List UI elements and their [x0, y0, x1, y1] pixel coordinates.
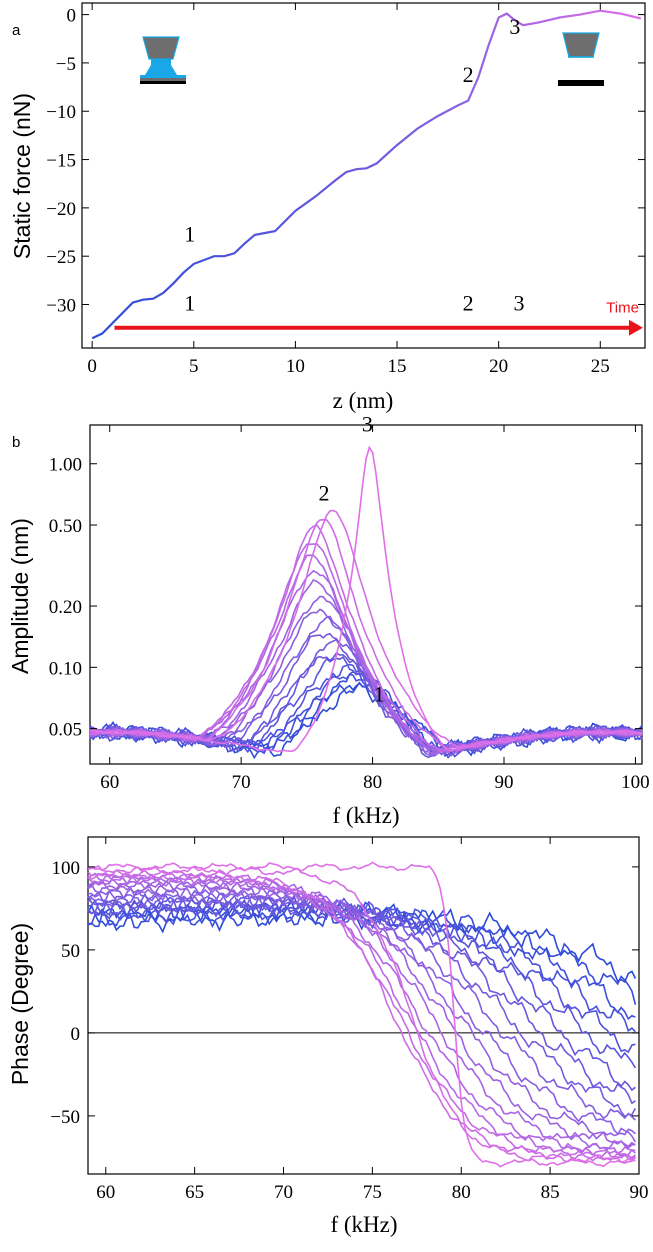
amplitude-series — [89, 509, 643, 749]
amplitude-curves — [89, 445, 643, 760]
force-curve — [91, 9, 642, 340]
y-tick-label: −15 — [46, 151, 76, 172]
y-tick-label: 1.00 — [49, 455, 82, 476]
panel-a-frame — [81, 2, 646, 349]
x-tick-label: 5 — [189, 356, 199, 377]
panel-a-letter: a — [12, 22, 21, 39]
x-tick-label: 100 — [621, 772, 650, 793]
y-tick-label: −10 — [46, 102, 76, 123]
phase-series — [87, 876, 636, 1149]
phase-series — [87, 892, 636, 1092]
phase-series — [87, 896, 637, 1069]
y-tick-label: −5 — [56, 54, 76, 75]
x-tick-label: 0 — [87, 356, 97, 377]
x-tick-label: 80 — [363, 772, 382, 793]
panel-b-annotations: 1 2 3 — [318, 412, 384, 707]
x-tick-label: 15 — [388, 356, 407, 377]
phase-series — [87, 872, 636, 1157]
y-tick-label: 0 — [71, 1024, 81, 1045]
x-tick-label: 90 — [630, 1182, 649, 1203]
x-tick-label: 60 — [100, 772, 119, 793]
panel-c-frame — [87, 836, 640, 1175]
time-marker: 2 — [463, 290, 474, 315]
panel-c-ylabel: Phase (Degree) — [7, 923, 33, 1085]
panel-a-annotations: 1 2 3 — [184, 14, 520, 247]
y-tick-label: −50 — [50, 1107, 80, 1128]
y-tick-label: 0.50 — [49, 516, 82, 537]
panel-b-frame — [89, 424, 643, 765]
curve-marker: 3 — [509, 14, 520, 39]
panel-b-letter: b — [12, 434, 20, 451]
phase-series — [87, 865, 636, 1164]
panel-a-ticks: 0 5 10 15 20 25 0 −5 −10 −15 −20 −25 −30 — [46, 3, 645, 377]
amplitude-series — [89, 543, 643, 754]
phase-curves — [87, 861, 637, 1168]
panel-c-ticks: 60 65 70 75 80 85 90 100 50 0 −50 — [50, 837, 649, 1203]
phase-series — [87, 861, 636, 1168]
amplitude-series — [89, 524, 643, 753]
x-tick-label: 25 — [591, 356, 610, 377]
inset-tip-above-surface — [558, 32, 604, 86]
x-tick-label: 70 — [274, 1182, 293, 1203]
y-tick-label: −20 — [46, 199, 76, 220]
x-tick-label: 90 — [495, 772, 514, 793]
time-arrow: Time 1 2 3 — [114, 290, 643, 336]
curve-marker: 3 — [362, 412, 373, 437]
panel-b: b 60 70 80 90 100 0.05 0.10 0.20 0.50 1.00 1 2 3 Am… — [7, 412, 650, 828]
y-tick-label: 0 — [67, 6, 77, 27]
time-marker: 1 — [184, 290, 195, 315]
curve-marker: 2 — [318, 480, 329, 505]
y-tick-label: 0.20 — [49, 597, 82, 618]
panel-a: a 0 5 10 15 20 25 0 −5 −10 −15 −20 −25 −30 Time 1 2 3 1… — [9, 2, 646, 413]
y-tick-label: 100 — [52, 858, 81, 879]
amplitude-series — [89, 638, 643, 756]
x-tick-label: 65 — [185, 1182, 204, 1203]
panel-c-xlabel: f (kHz) — [330, 1212, 397, 1237]
y-tick-label: 50 — [61, 941, 80, 962]
time-label: Time — [606, 300, 639, 317]
amplitude-series — [89, 445, 643, 753]
y-tick-label: −30 — [46, 296, 76, 317]
y-tick-label: 0.05 — [49, 720, 82, 741]
panel-a-xlabel: z (nm) — [333, 388, 394, 413]
amplitude-series — [89, 682, 643, 758]
panel-b-xlabel: f (kHz) — [332, 803, 399, 828]
x-tick-label: 70 — [232, 772, 251, 793]
curve-marker: 2 — [463, 62, 474, 87]
x-tick-label: 60 — [96, 1182, 115, 1203]
x-tick-label: 85 — [541, 1182, 560, 1203]
panel-c: 60 65 70 75 80 85 90 100 50 0 −50 Phase (Degree) f… — [7, 836, 649, 1237]
time-marker: 3 — [513, 290, 524, 315]
panel-a-ylabel: Static force (nN) — [9, 93, 35, 259]
curve-marker: 1 — [374, 681, 385, 706]
panel-b-ylabel: Amplitude (nm) — [7, 518, 33, 674]
y-tick-label: −25 — [46, 247, 76, 268]
x-tick-label: 20 — [489, 356, 508, 377]
time-arrow-head — [628, 319, 643, 336]
inset-tip-with-water-bridge — [140, 36, 186, 84]
x-tick-label: 75 — [363, 1182, 382, 1203]
amplitude-series — [89, 679, 643, 760]
y-tick-label: 0.10 — [49, 658, 82, 679]
phase-series — [87, 880, 637, 1143]
phase-series — [87, 892, 636, 1105]
x-tick-label: 10 — [286, 356, 305, 377]
panel-b-ticks: 60 70 80 90 100 0.05 0.10 0.20 0.50 1.00 — [49, 425, 650, 793]
amplitude-series — [89, 518, 643, 752]
x-tick-label: 80 — [452, 1182, 471, 1203]
curve-marker: 1 — [184, 222, 195, 247]
